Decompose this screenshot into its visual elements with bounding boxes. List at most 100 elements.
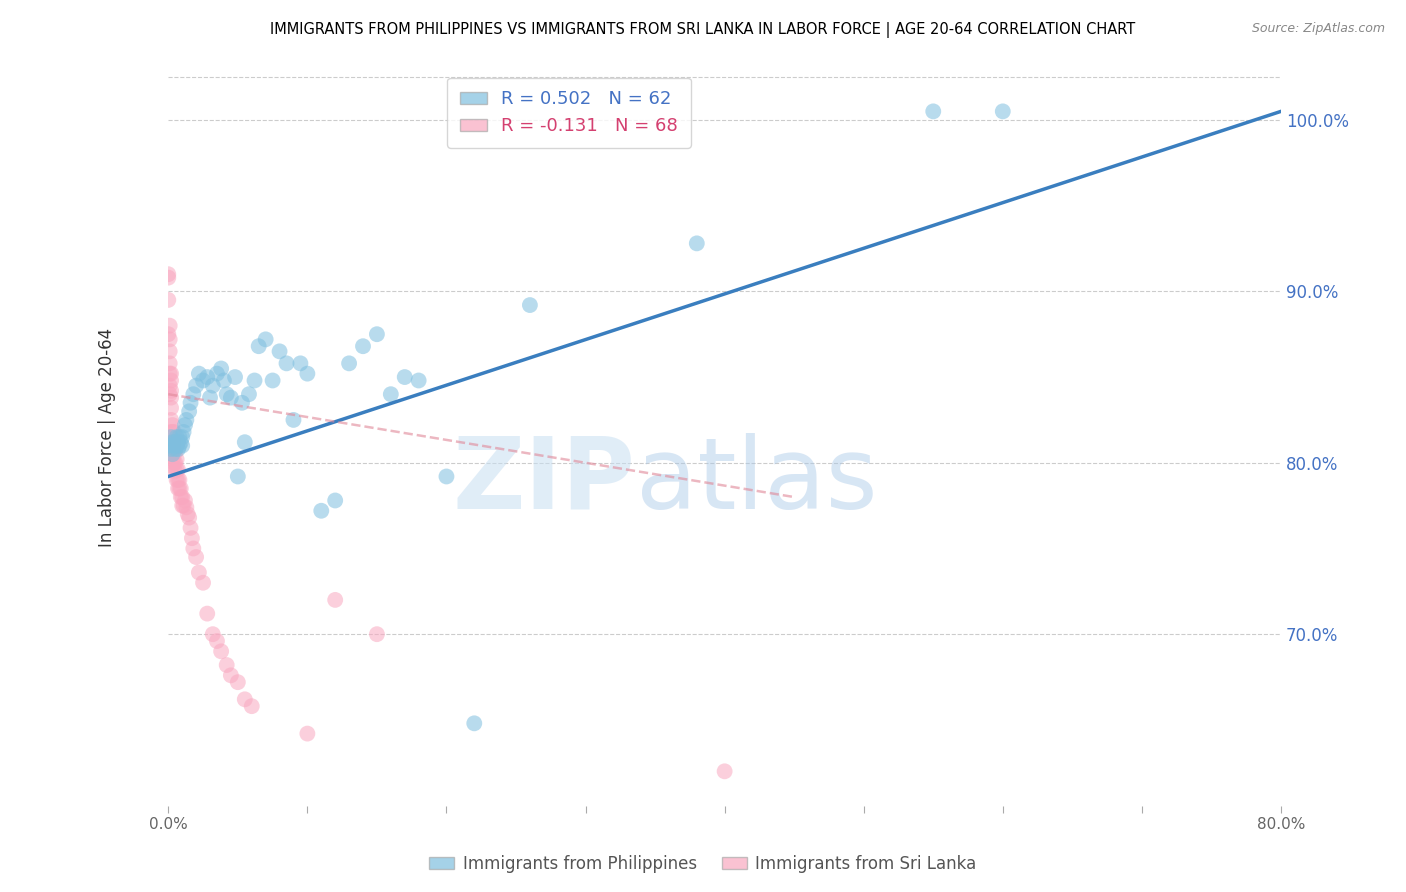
Point [159,356,181,370]
Text: ZIP: ZIP [453,433,636,530]
Point [159,367,181,381]
Point [191,575,214,590]
Point [191,374,214,388]
Point [157,267,180,281]
Point [160,413,183,427]
Point [352,339,374,353]
Point [165,456,187,470]
Point [174,418,197,433]
Point [173,499,195,513]
Point [180,396,202,410]
Point [436,469,458,483]
Point [166,430,188,444]
Point [231,396,253,410]
Point [160,401,183,415]
Point [162,435,184,450]
Point [159,318,181,333]
Point [366,627,388,641]
Point [167,442,190,456]
Point [162,447,184,461]
Point [183,541,205,556]
Point [166,439,188,453]
Point [160,367,183,381]
Point [162,459,184,474]
Point [170,482,193,496]
Legend: R = 0.502   N = 62, R = -0.131   N = 68: R = 0.502 N = 62, R = -0.131 N = 68 [447,78,690,148]
Point [408,374,430,388]
Point [209,644,232,658]
Point [380,387,402,401]
Point [167,462,190,476]
Point [163,439,186,453]
Point [238,387,260,401]
Point [311,504,333,518]
Point [215,658,238,673]
Point [219,391,242,405]
Point [394,370,416,384]
Point [169,430,191,444]
Point [219,668,242,682]
Point [337,356,360,370]
Point [165,442,187,456]
Point [262,374,284,388]
Point [205,367,228,381]
Point [226,469,249,483]
Point [172,430,194,444]
Point [157,270,180,285]
Point [187,566,209,580]
Point [166,473,188,487]
Point [166,462,188,476]
Point [323,493,346,508]
Point [160,391,183,405]
Point [276,356,298,370]
Point [159,387,181,401]
Point [167,473,190,487]
Text: atlas: atlas [636,433,877,530]
Point [713,764,735,779]
Point [162,435,184,450]
Text: IMMIGRANTS FROM PHILIPPINES VS IMMIGRANTS FROM SRI LANKA IN LABOR FORCE | AGE 20: IMMIGRANTS FROM PHILIPPINES VS IMMIGRANT… [270,22,1136,38]
Point [159,332,181,346]
Point [179,404,201,418]
Point [519,298,541,312]
Point [169,473,191,487]
Point [269,344,291,359]
Point [183,387,205,401]
Point [159,439,181,453]
Point [163,435,186,450]
Legend: Immigrants from Philippines, Immigrants from Sri Lanka: Immigrants from Philippines, Immigrants … [423,848,983,880]
Point [162,425,184,439]
Point [159,378,181,392]
Point [157,293,180,307]
Point [366,327,388,342]
Point [165,435,187,450]
Point [290,356,312,370]
Point [162,452,184,467]
Point [215,387,238,401]
Point [283,413,305,427]
Point [179,510,201,524]
Point [177,507,200,521]
Point [991,104,1014,119]
Point [160,384,183,398]
Point [165,435,187,450]
Point [247,339,270,353]
Point [209,361,232,376]
Point [205,634,228,648]
Point [166,452,188,467]
Point [180,521,202,535]
Point [159,344,181,359]
Point [243,374,266,388]
Point [157,327,180,342]
Point [160,442,183,456]
Point [184,549,207,564]
Point [167,482,190,496]
Point [297,726,319,740]
Point [187,367,209,381]
Point [162,442,184,456]
Point [201,378,224,392]
Point [163,456,186,470]
Point [181,531,204,545]
Point [233,435,256,450]
Point [162,418,184,433]
